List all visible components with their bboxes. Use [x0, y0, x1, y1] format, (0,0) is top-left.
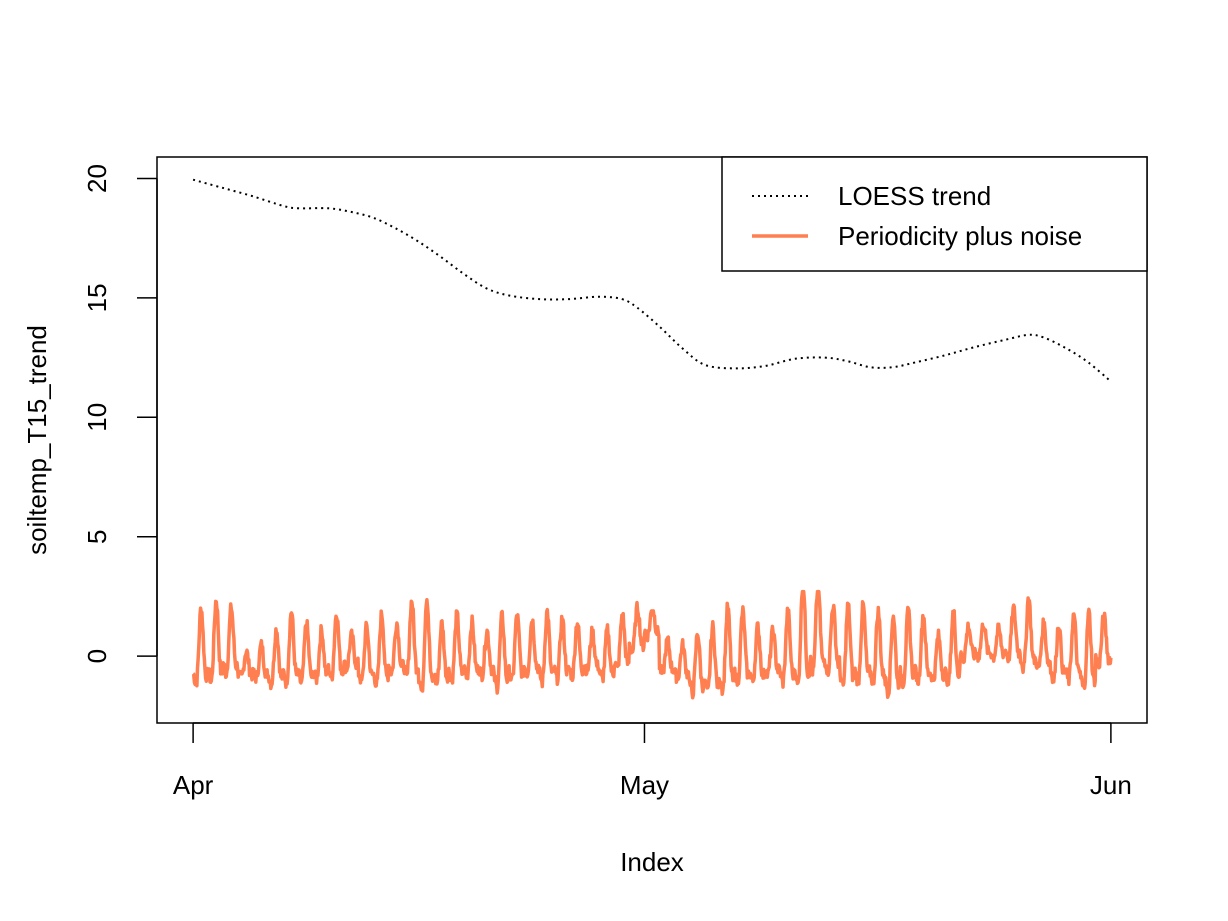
legend-label-periodicity-plus-noise: Periodicity plus noise	[838, 221, 1082, 251]
x-axis: Apr May Jun	[173, 722, 1132, 800]
legend-label-loess-trend: LOESS trend	[838, 181, 991, 211]
y-tick-label: 20	[82, 164, 112, 193]
x-tick-label: May	[620, 770, 669, 800]
series-layer	[191, 178, 1113, 700]
x-tick-label: Jun	[1090, 770, 1132, 800]
legend: LOESS trend Periodicity plus noise	[721, 156, 1148, 272]
series-periodicity-plus-noise-line	[191, 589, 1113, 700]
x-axis-title: Index	[620, 847, 684, 877]
y-axis: 0 5 10 15 20	[82, 164, 158, 663]
y-tick-label: 0	[82, 649, 112, 663]
y-tick-label: 10	[82, 403, 112, 432]
series-loess-trend-line	[192, 178, 1112, 383]
x-tick-label: Apr	[173, 770, 214, 800]
legend-box	[721, 156, 1148, 272]
y-tick-label: 15	[82, 283, 112, 312]
y-tick-label: 5	[82, 529, 112, 543]
y-axis-title: soiltemp_T15_trend	[22, 325, 52, 555]
